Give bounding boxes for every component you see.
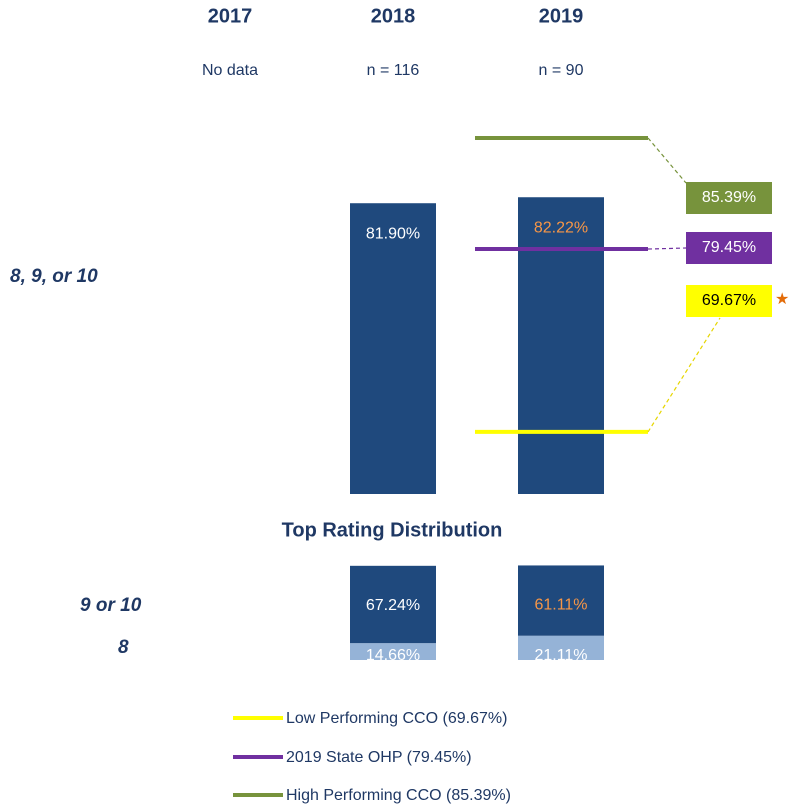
sample-size: n = 90: [539, 62, 584, 79]
value-label: 21.11%: [534, 647, 587, 664]
callout-label: 69.67%: [702, 292, 756, 309]
callout-label: 79.45%: [702, 239, 756, 256]
value-label: 61.11%: [534, 597, 587, 614]
value-label: 67.24%: [366, 597, 420, 614]
callout-box: [686, 232, 772, 264]
distribution-title: Top Rating Distribution: [282, 519, 503, 541]
value-label: 82.22%: [534, 219, 588, 236]
value-label: 14.66%: [366, 647, 420, 664]
year-label: 2019: [539, 5, 584, 27]
connector: [647, 137, 687, 184]
legend-label: High Performing CCO (85.39%): [286, 787, 511, 804]
callout-box: [686, 285, 772, 317]
value-label: 81.90%: [366, 225, 420, 242]
row-label: 9 or 10: [80, 595, 142, 616]
row-label: 8: [118, 637, 129, 658]
year-label: 2018: [371, 5, 416, 27]
marker: ★: [775, 291, 789, 308]
stacked-bar: [518, 635, 604, 660]
connector: [647, 247, 687, 250]
stacked-bar: [350, 643, 436, 660]
sample-size: n = 116: [367, 62, 420, 79]
sample-size: No data: [202, 62, 258, 79]
stacked-bar: [350, 565, 436, 644]
year-label: 2017: [208, 5, 253, 27]
legend-label: Low Performing CCO (69.67%): [286, 710, 507, 727]
bar: [518, 197, 604, 494]
callout-box: [686, 182, 772, 214]
bar: [350, 203, 436, 494]
stacked-bar: [518, 565, 604, 636]
connector: [647, 317, 721, 433]
row-label: 8, 9, or 10: [10, 266, 98, 287]
legend-label: 2019 State OHP (79.45%): [286, 749, 472, 766]
callout-label: 85.39%: [702, 189, 756, 206]
